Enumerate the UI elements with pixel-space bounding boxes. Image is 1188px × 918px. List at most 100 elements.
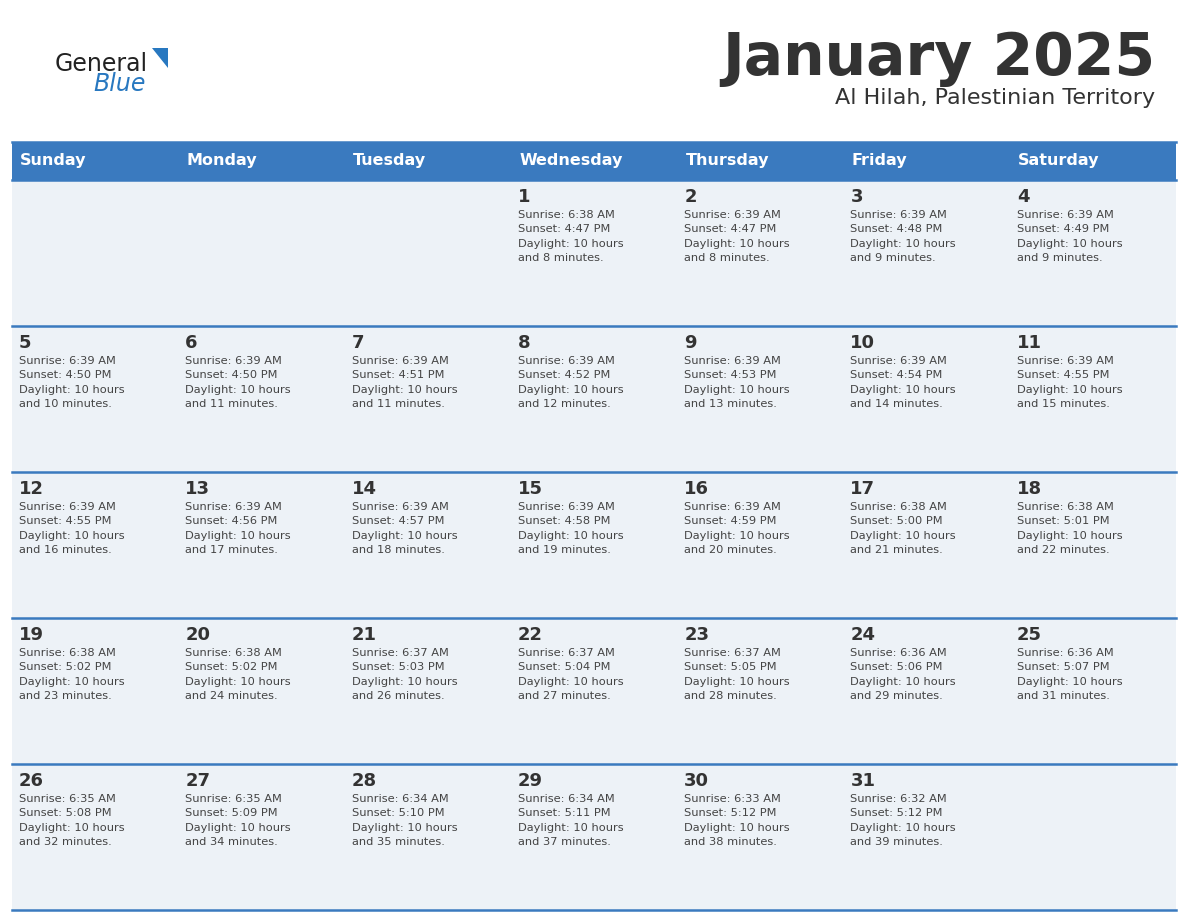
Bar [843,472,1010,618]
Text: Monday: Monday [187,153,258,169]
Bar [511,472,677,618]
Text: 25: 25 [1017,626,1042,644]
Text: 24: 24 [851,626,876,644]
Bar [12,142,178,180]
Text: Sunrise: 6:34 AM
Sunset: 5:10 PM
Daylight: 10 hours
and 35 minutes.: Sunrise: 6:34 AM Sunset: 5:10 PM Dayligh… [352,794,457,847]
Bar [511,142,677,180]
Bar [843,326,1010,472]
Polygon shape [152,48,168,68]
Text: Sunrise: 6:38 AM
Sunset: 5:02 PM
Daylight: 10 hours
and 24 minutes.: Sunrise: 6:38 AM Sunset: 5:02 PM Dayligh… [185,648,291,701]
Text: 14: 14 [352,480,377,498]
Text: 27: 27 [185,772,210,790]
Bar [178,326,345,472]
Bar [12,472,178,618]
Text: Sunrise: 6:39 AM
Sunset: 4:49 PM
Daylight: 10 hours
and 9 minutes.: Sunrise: 6:39 AM Sunset: 4:49 PM Dayligh… [1017,210,1123,263]
Bar [1010,142,1176,180]
Text: Sunrise: 6:39 AM
Sunset: 4:51 PM
Daylight: 10 hours
and 11 minutes.: Sunrise: 6:39 AM Sunset: 4:51 PM Dayligh… [352,356,457,409]
Text: 28: 28 [352,772,377,790]
Text: 23: 23 [684,626,709,644]
Bar [843,180,1010,326]
Bar [178,472,345,618]
Text: 8: 8 [518,334,531,352]
Bar [677,472,843,618]
Text: Tuesday: Tuesday [353,153,426,169]
Text: Sunrise: 6:36 AM
Sunset: 5:07 PM
Daylight: 10 hours
and 31 minutes.: Sunrise: 6:36 AM Sunset: 5:07 PM Dayligh… [1017,648,1123,701]
Text: 19: 19 [19,626,44,644]
Text: 13: 13 [185,480,210,498]
Text: Al Hilah, Palestinian Territory: Al Hilah, Palestinian Territory [835,88,1155,108]
Bar [1010,472,1176,618]
Text: 26: 26 [19,772,44,790]
Text: Sunrise: 6:39 AM
Sunset: 4:53 PM
Daylight: 10 hours
and 13 minutes.: Sunrise: 6:39 AM Sunset: 4:53 PM Dayligh… [684,356,790,409]
Text: 3: 3 [851,188,862,206]
Text: 21: 21 [352,626,377,644]
Text: 5: 5 [19,334,32,352]
Text: 9: 9 [684,334,696,352]
Text: 30: 30 [684,772,709,790]
Text: Sunrise: 6:39 AM
Sunset: 4:54 PM
Daylight: 10 hours
and 14 minutes.: Sunrise: 6:39 AM Sunset: 4:54 PM Dayligh… [851,356,956,409]
Text: Sunrise: 6:39 AM
Sunset: 4:50 PM
Daylight: 10 hours
and 11 minutes.: Sunrise: 6:39 AM Sunset: 4:50 PM Dayligh… [185,356,291,409]
Text: Sunrise: 6:37 AM
Sunset: 5:03 PM
Daylight: 10 hours
and 26 minutes.: Sunrise: 6:37 AM Sunset: 5:03 PM Dayligh… [352,648,457,701]
Text: Sunday: Sunday [20,153,87,169]
Bar [178,618,345,764]
Text: Sunrise: 6:32 AM
Sunset: 5:12 PM
Daylight: 10 hours
and 39 minutes.: Sunrise: 6:32 AM Sunset: 5:12 PM Dayligh… [851,794,956,847]
Text: 11: 11 [1017,334,1042,352]
Text: General: General [55,52,148,76]
Text: 16: 16 [684,480,709,498]
Text: Sunrise: 6:39 AM
Sunset: 4:57 PM
Daylight: 10 hours
and 18 minutes.: Sunrise: 6:39 AM Sunset: 4:57 PM Dayligh… [352,502,457,555]
Text: Sunrise: 6:39 AM
Sunset: 4:55 PM
Daylight: 10 hours
and 16 minutes.: Sunrise: 6:39 AM Sunset: 4:55 PM Dayligh… [19,502,125,555]
Bar [12,180,178,326]
Text: 12: 12 [19,480,44,498]
Text: 29: 29 [518,772,543,790]
Text: 17: 17 [851,480,876,498]
Bar [345,180,511,326]
Bar [1010,764,1176,910]
Text: Sunrise: 6:33 AM
Sunset: 5:12 PM
Daylight: 10 hours
and 38 minutes.: Sunrise: 6:33 AM Sunset: 5:12 PM Dayligh… [684,794,790,847]
Text: Wednesday: Wednesday [519,153,623,169]
Text: Sunrise: 6:39 AM
Sunset: 4:48 PM
Daylight: 10 hours
and 9 minutes.: Sunrise: 6:39 AM Sunset: 4:48 PM Dayligh… [851,210,956,263]
Text: Sunrise: 6:36 AM
Sunset: 5:06 PM
Daylight: 10 hours
and 29 minutes.: Sunrise: 6:36 AM Sunset: 5:06 PM Dayligh… [851,648,956,701]
Text: 2: 2 [684,188,696,206]
Text: Friday: Friday [852,153,908,169]
Text: 20: 20 [185,626,210,644]
Bar [843,764,1010,910]
Text: Sunrise: 6:37 AM
Sunset: 5:05 PM
Daylight: 10 hours
and 28 minutes.: Sunrise: 6:37 AM Sunset: 5:05 PM Dayligh… [684,648,790,701]
Bar [843,618,1010,764]
Text: Sunrise: 6:35 AM
Sunset: 5:09 PM
Daylight: 10 hours
and 34 minutes.: Sunrise: 6:35 AM Sunset: 5:09 PM Dayligh… [185,794,291,847]
Bar [345,472,511,618]
Bar [677,326,843,472]
Text: 6: 6 [185,334,197,352]
Bar [1010,618,1176,764]
Text: Sunrise: 6:37 AM
Sunset: 5:04 PM
Daylight: 10 hours
and 27 minutes.: Sunrise: 6:37 AM Sunset: 5:04 PM Dayligh… [518,648,624,701]
Bar [677,618,843,764]
Text: Sunrise: 6:38 AM
Sunset: 5:02 PM
Daylight: 10 hours
and 23 minutes.: Sunrise: 6:38 AM Sunset: 5:02 PM Dayligh… [19,648,125,701]
Text: Sunrise: 6:39 AM
Sunset: 4:56 PM
Daylight: 10 hours
and 17 minutes.: Sunrise: 6:39 AM Sunset: 4:56 PM Dayligh… [185,502,291,555]
Text: Sunrise: 6:39 AM
Sunset: 4:58 PM
Daylight: 10 hours
and 19 minutes.: Sunrise: 6:39 AM Sunset: 4:58 PM Dayligh… [518,502,624,555]
Bar [677,764,843,910]
Bar [511,180,677,326]
Text: Saturday: Saturday [1018,153,1100,169]
Bar [677,142,843,180]
Text: Sunrise: 6:35 AM
Sunset: 5:08 PM
Daylight: 10 hours
and 32 minutes.: Sunrise: 6:35 AM Sunset: 5:08 PM Dayligh… [19,794,125,847]
Bar [345,142,511,180]
Text: 7: 7 [352,334,364,352]
Bar [12,764,178,910]
Bar [511,764,677,910]
Text: Sunrise: 6:39 AM
Sunset: 4:50 PM
Daylight: 10 hours
and 10 minutes.: Sunrise: 6:39 AM Sunset: 4:50 PM Dayligh… [19,356,125,409]
Bar [178,142,345,180]
Bar [1010,326,1176,472]
Text: Sunrise: 6:34 AM
Sunset: 5:11 PM
Daylight: 10 hours
and 37 minutes.: Sunrise: 6:34 AM Sunset: 5:11 PM Dayligh… [518,794,624,847]
Text: 15: 15 [518,480,543,498]
Bar [511,326,677,472]
Text: Sunrise: 6:38 AM
Sunset: 4:47 PM
Daylight: 10 hours
and 8 minutes.: Sunrise: 6:38 AM Sunset: 4:47 PM Dayligh… [518,210,624,263]
Text: Sunrise: 6:39 AM
Sunset: 4:55 PM
Daylight: 10 hours
and 15 minutes.: Sunrise: 6:39 AM Sunset: 4:55 PM Dayligh… [1017,356,1123,409]
Bar [511,618,677,764]
Bar [12,326,178,472]
Text: 22: 22 [518,626,543,644]
Text: 10: 10 [851,334,876,352]
Text: Thursday: Thursday [685,153,769,169]
Text: Sunrise: 6:38 AM
Sunset: 5:01 PM
Daylight: 10 hours
and 22 minutes.: Sunrise: 6:38 AM Sunset: 5:01 PM Dayligh… [1017,502,1123,555]
Text: Sunrise: 6:39 AM
Sunset: 4:52 PM
Daylight: 10 hours
and 12 minutes.: Sunrise: 6:39 AM Sunset: 4:52 PM Dayligh… [518,356,624,409]
Text: 18: 18 [1017,480,1042,498]
Bar [345,618,511,764]
